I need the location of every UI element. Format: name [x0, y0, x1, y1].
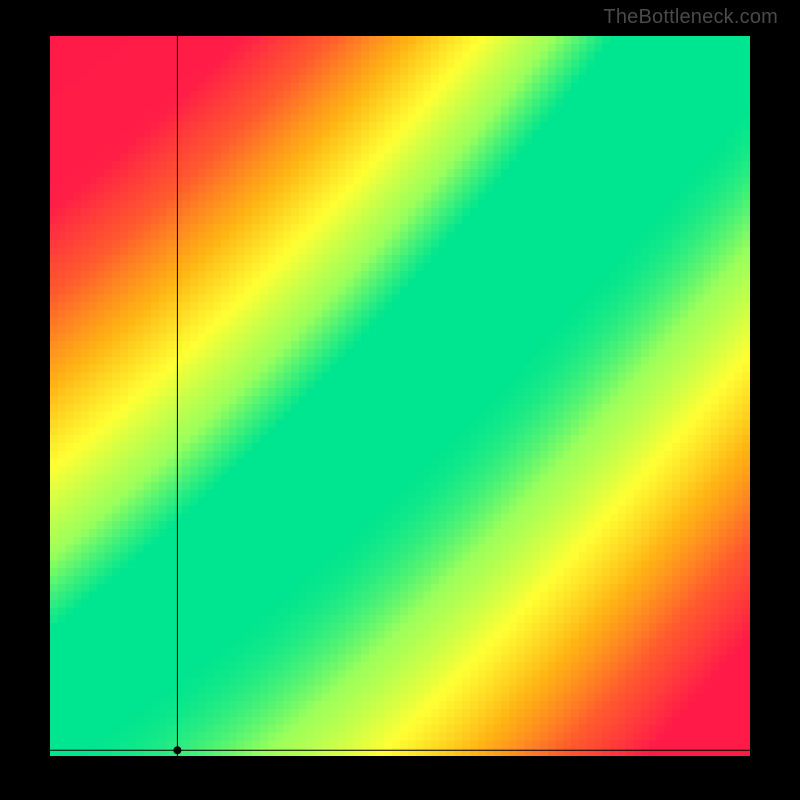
heatmap-canvas [50, 36, 750, 756]
heatmap-chart [50, 36, 750, 756]
watermark-text: TheBottleneck.com [603, 6, 778, 29]
